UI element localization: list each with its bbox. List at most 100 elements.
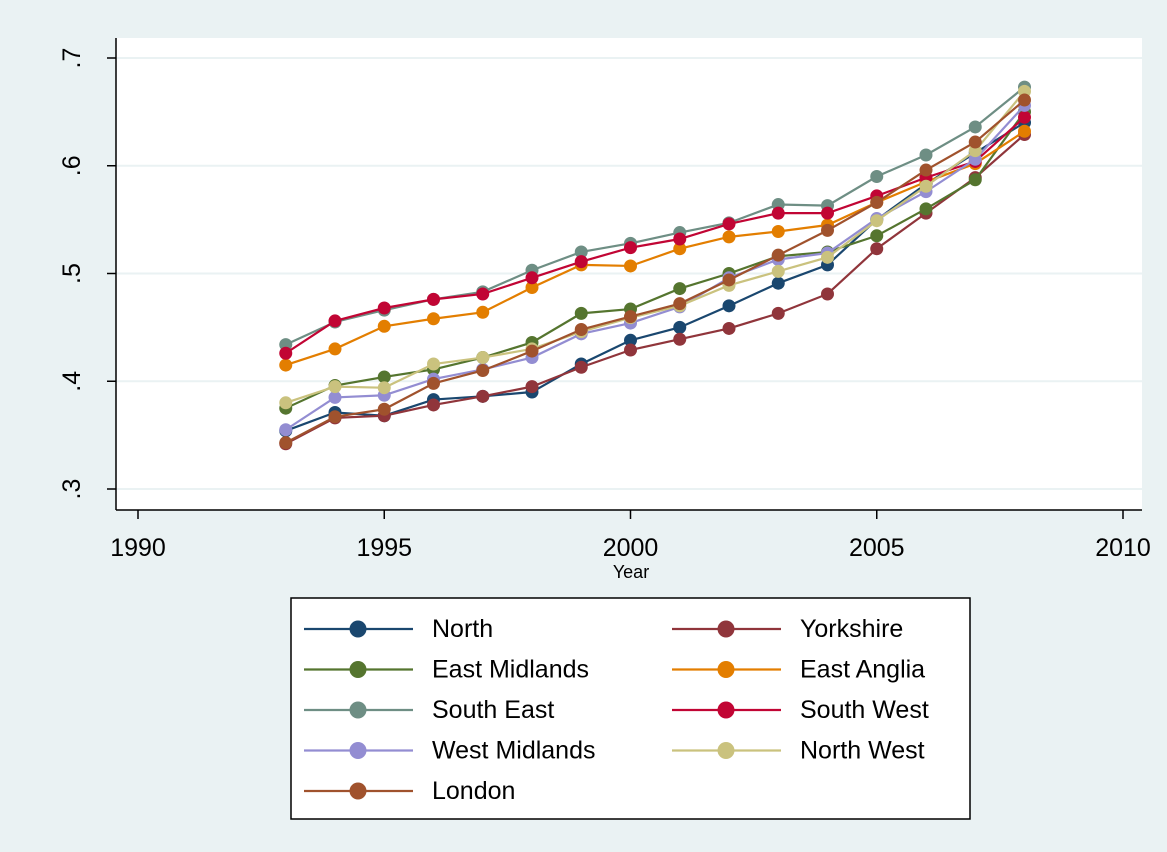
axes <box>107 38 1142 519</box>
legend-marker <box>717 661 735 678</box>
data-point-north-west <box>279 396 293 410</box>
data-point-east-anglia <box>525 281 539 295</box>
data-point-north <box>624 333 637 347</box>
data-point-north <box>722 299 736 313</box>
legend-marker <box>349 782 367 800</box>
x-tick-label: 2000 <box>603 534 659 562</box>
series-line-east-midlands <box>285 111 1026 410</box>
data-point-north-west <box>476 351 490 365</box>
data-point-north <box>673 320 687 334</box>
legend-label: Yorkshire <box>800 615 903 643</box>
legend-marker <box>349 701 367 719</box>
data-point-yorkshire <box>722 321 736 335</box>
series-group <box>279 80 1031 451</box>
data-point-east-midlands <box>919 202 933 216</box>
data-point-east-midlands <box>673 282 687 296</box>
data-point-yorkshire <box>476 389 490 403</box>
data-point-south-west <box>673 232 687 246</box>
y-tick-label: .7 <box>58 48 86 69</box>
legend-item-north-west: North West <box>672 737 925 765</box>
legend-label: London <box>432 777 515 805</box>
data-point-london <box>427 376 440 390</box>
data-point-south-west <box>476 287 490 301</box>
legend-item-london: London <box>304 777 515 805</box>
data-point-yorkshire <box>624 343 637 357</box>
legend-label: South West <box>800 696 929 724</box>
data-point-east-anglia <box>377 319 391 333</box>
data-point-london <box>821 223 834 237</box>
y-tick-label: .4 <box>58 371 86 392</box>
data-point-south-west <box>427 292 440 306</box>
series-line-east-anglia <box>285 130 1026 367</box>
x-tick-label: 1990 <box>110 534 166 562</box>
data-point-east-anglia <box>771 224 785 238</box>
data-point-east-anglia <box>328 342 342 356</box>
data-point-east-anglia <box>1018 124 1031 138</box>
data-point-north-west <box>377 381 391 395</box>
data-point-yorkshire <box>427 398 440 412</box>
data-point-east-anglia <box>673 242 687 256</box>
data-point-east-midlands <box>870 229 884 243</box>
data-point-east-anglia <box>722 230 736 244</box>
legend-marker <box>717 620 735 638</box>
y-tick-label: .3 <box>58 479 86 500</box>
data-point-yorkshire <box>870 242 884 256</box>
data-point-east-midlands <box>574 306 588 320</box>
data-point-yorkshire <box>525 380 539 394</box>
legend-item-east-anglia: East Anglia <box>672 656 925 684</box>
data-point-yorkshire <box>574 360 588 374</box>
y-tick-label: .5 <box>58 263 86 284</box>
data-point-east-anglia <box>279 358 293 372</box>
data-point-london <box>377 402 391 416</box>
data-point-north-west <box>328 380 342 394</box>
data-point-london <box>476 363 490 377</box>
legend-label: North West <box>800 737 925 765</box>
data-point-north-west <box>919 179 933 193</box>
x-tick-label: 1995 <box>356 534 412 562</box>
series-line-west-midlands <box>285 104 1026 431</box>
legend-item-east-midlands: East Midlands <box>304 656 589 684</box>
legend-item-south-west: South West <box>672 696 929 724</box>
data-point-london <box>870 195 884 209</box>
legend-marker <box>717 742 735 759</box>
legend-marker <box>717 701 735 719</box>
data-point-north-west <box>870 214 884 228</box>
data-point-south-west <box>525 271 539 285</box>
x-tick-label: 2010 <box>1095 534 1151 562</box>
data-point-london <box>673 297 687 311</box>
data-point-south-west <box>624 241 637 255</box>
data-point-london <box>525 344 539 358</box>
data-point-london <box>1018 93 1031 107</box>
data-point-south-west <box>771 206 785 220</box>
data-point-south-east <box>574 245 588 259</box>
data-point-london <box>279 436 293 450</box>
data-point-south-west <box>279 346 293 360</box>
series-line-yorkshire <box>285 133 1026 445</box>
data-point-london <box>919 163 933 177</box>
legend-item-west-midlands: West Midlands <box>304 737 596 765</box>
series-line-north <box>285 121 1026 432</box>
data-point-london <box>771 248 785 262</box>
legend-label: South East <box>432 696 554 724</box>
data-point-east-anglia <box>427 312 440 326</box>
series-line-london <box>285 99 1026 444</box>
data-point-north-west <box>427 357 440 371</box>
legend-item-north: North <box>304 615 493 643</box>
data-point-east-anglia <box>624 259 637 273</box>
legend-label: North <box>432 615 493 643</box>
data-point-south-east <box>919 148 933 162</box>
legend-label: East Anglia <box>800 656 925 684</box>
data-point-yorkshire <box>771 306 785 320</box>
data-point-west-midlands <box>279 423 293 437</box>
data-point-london <box>722 273 736 287</box>
data-point-yorkshire <box>821 287 834 301</box>
data-point-yorkshire <box>673 332 687 346</box>
data-point-london <box>574 323 588 337</box>
data-point-south-west <box>377 301 391 315</box>
data-point-london <box>328 410 342 424</box>
data-point-north-west <box>771 264 785 278</box>
legend-marker <box>349 620 367 638</box>
data-point-south-west <box>328 314 342 328</box>
series-london <box>279 93 1031 450</box>
